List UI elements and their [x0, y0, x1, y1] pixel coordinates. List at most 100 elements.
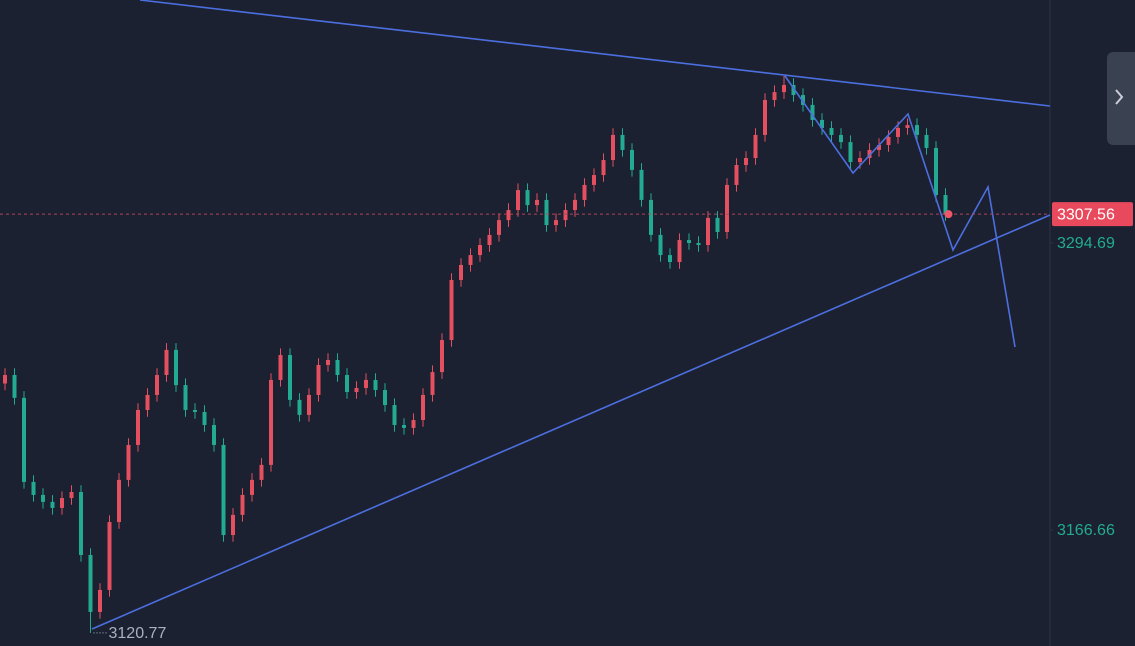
candle-body: [535, 199, 539, 206]
candle-body: [449, 279, 454, 341]
panel-toggle[interactable]: [1107, 52, 1135, 145]
candle-body: [915, 125, 919, 135]
candle-body: [126, 444, 131, 480]
candle-body: [582, 184, 587, 200]
candle-body: [725, 184, 729, 232]
candle-body: [896, 127, 900, 137]
candle-body: [573, 199, 577, 211]
candle-body: [107, 522, 112, 590]
candle-body: [715, 217, 720, 232]
candle-body: [421, 394, 425, 421]
candle-body: [544, 199, 549, 226]
candle-body: [12, 375, 17, 398]
candle-body: [839, 134, 843, 143]
candle-body: [516, 190, 520, 211]
candle-body: [402, 424, 406, 428]
candle-body: [924, 134, 929, 148]
candle-body: [136, 409, 140, 445]
candle-body: [782, 84, 786, 93]
candle-body: [326, 359, 330, 365]
candle-body: [364, 379, 368, 389]
candle-body: [886, 136, 891, 146]
candle-body: [630, 149, 634, 170]
candle-body: [259, 464, 264, 480]
y-tick-label: 3294.69: [1057, 235, 1115, 252]
last-price-tag: [1052, 202, 1133, 227]
candle-body: [478, 244, 482, 256]
candle-body: [145, 394, 150, 410]
candle-body: [335, 359, 340, 376]
candle-body: [506, 210, 511, 221]
last-price-label: 3307.56: [1057, 206, 1115, 223]
candle-body: [288, 355, 292, 400]
candle-body: [41, 494, 45, 502]
candle-body: [69, 492, 74, 499]
candle-body: [212, 424, 216, 445]
candle-body: [79, 492, 83, 555]
candle-body: [193, 409, 197, 412]
candle-body: [202, 411, 207, 425]
candle-body: [867, 149, 872, 159]
candle-body: [706, 217, 710, 245]
candle-body: [677, 240, 682, 263]
candle-body: [354, 388, 359, 393]
candle-body: [155, 375, 159, 395]
candle-body: [487, 234, 492, 245]
candle-body: [791, 84, 796, 96]
candle-body: [430, 372, 435, 395]
candle-body: [98, 589, 102, 612]
candle-body: [3, 375, 7, 384]
candle-body: [620, 134, 625, 150]
candle-body: [183, 385, 188, 410]
candle-body: [877, 145, 881, 150]
candle-body: [297, 399, 302, 415]
candle-body: [231, 514, 235, 536]
candle-body: [31, 481, 36, 495]
candle-body: [687, 240, 691, 243]
candle-body: [763, 99, 767, 135]
candle-body: [696, 242, 701, 245]
candle-body: [392, 405, 397, 425]
candle-body: [221, 444, 226, 536]
candle-body: [810, 104, 815, 120]
candle-body: [250, 479, 254, 495]
candle-body: [307, 394, 311, 415]
low-marker-label: 3120.77: [109, 625, 167, 642]
candle-body: [269, 379, 273, 465]
candle-body: [829, 127, 834, 135]
candle-body: [497, 220, 501, 235]
candle-body: [411, 420, 416, 428]
candle-body: [658, 234, 663, 256]
candle-body: [649, 199, 653, 235]
candle-body: [934, 147, 938, 196]
upper-trend-line: [139, 0, 1051, 107]
last-price-dot: [944, 210, 953, 219]
candle-body: [383, 390, 387, 406]
chevron-icon: [1115, 89, 1124, 105]
candle-body: [668, 255, 672, 263]
candle-body: [316, 364, 321, 395]
candle-body: [22, 397, 26, 482]
candle-body: [468, 255, 473, 265]
candle-body: [345, 375, 349, 393]
candle-body: [525, 190, 530, 206]
candle-body: [601, 160, 606, 176]
candle-body: [772, 92, 777, 100]
candle-body: [744, 158, 748, 165]
candle-body: [820, 119, 824, 128]
candle-body: [905, 125, 910, 128]
overlay: 3294.69 3166.66 3307.56 3120.77: [0, 202, 1133, 642]
candle-body: [611, 134, 615, 161]
candle-body: [459, 264, 463, 280]
candle-body: [554, 220, 558, 226]
candle-body: [117, 479, 121, 523]
candle-body: [639, 169, 644, 200]
candle-body: [164, 349, 169, 376]
candle-body: [60, 498, 64, 508]
candle-body: [753, 134, 758, 159]
candle-body: [240, 494, 245, 515]
lower-trend-line: [91, 214, 1051, 630]
candle-body: [278, 355, 283, 380]
